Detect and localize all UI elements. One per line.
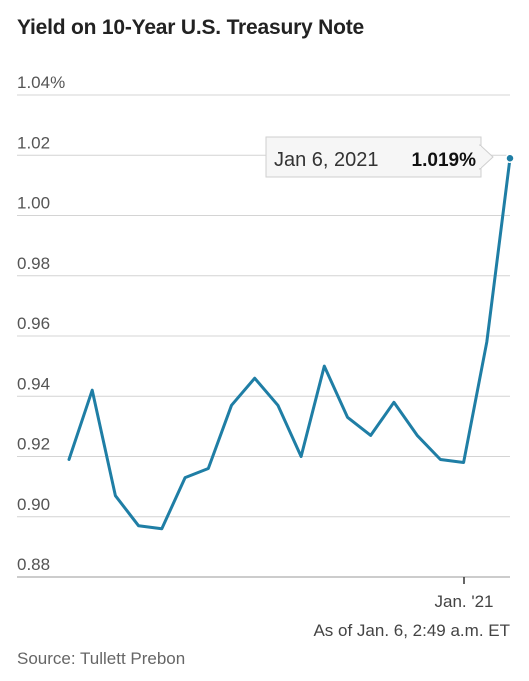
- y-tick-label: 1.00: [17, 194, 50, 213]
- chart-title: Yield on 10-Year U.S. Treasury Note: [17, 16, 365, 39]
- y-tick-label: 0.92: [17, 435, 50, 454]
- grid-lines: [17, 94, 510, 578]
- source-note: Source: Tullett Prebon: [17, 649, 186, 668]
- y-tick-label: 1.02: [17, 133, 50, 152]
- yield-line: [67, 156, 512, 531]
- tooltip-box: [265, 136, 482, 178]
- y-tick-label: 0.94: [17, 374, 50, 393]
- y-tick-label: 0.96: [17, 314, 50, 333]
- y-tick-label: 1.04%: [17, 73, 65, 92]
- x-tick-label: Jan. '21: [434, 592, 493, 611]
- as-of-note: As of Jan. 6, 2:49 a.m. ET: [313, 621, 510, 640]
- y-tick-label: 0.88: [17, 555, 50, 574]
- tooltip-arrow: [479, 143, 494, 171]
- series-layer: [67, 153, 515, 531]
- x-axis: Jan. '21: [434, 577, 494, 611]
- tooltip-arrow-cover: [478, 146, 481, 168]
- tooltip: Jan 6, 2021 1.019%: [265, 136, 494, 178]
- tooltip-date: Jan 6, 2021: [274, 149, 379, 171]
- tooltip-value: 1.019%: [412, 150, 477, 171]
- y-tick-label: 0.98: [17, 254, 50, 273]
- last-value-point[interactable]: [505, 153, 515, 164]
- y-tick-labels: 1.04% 1.02 1.00 0.98 0.96 0.94 0.92 0.90 0.88: [17, 73, 65, 574]
- y-tick-label: 0.90: [17, 495, 50, 514]
